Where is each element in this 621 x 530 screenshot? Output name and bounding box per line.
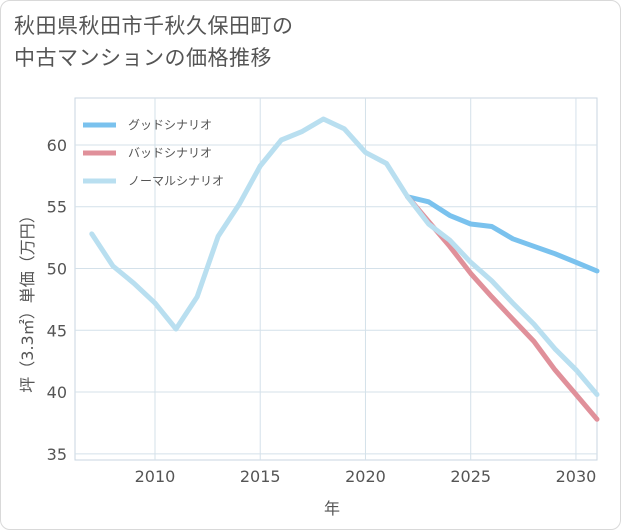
x-tick-label: 2020 xyxy=(345,467,386,486)
y-tick-label: 40 xyxy=(47,383,67,402)
legend-label-good: グッドシナリオ xyxy=(128,118,212,132)
y-tick-label: 45 xyxy=(47,321,67,340)
series-line-good xyxy=(405,194,600,274)
legend-label-bad: バッドシナリオ xyxy=(128,146,212,160)
legend-label-normal: ノーマルシナリオ xyxy=(128,174,224,188)
x-tick-label: 2010 xyxy=(135,467,176,486)
y-tick-label: 55 xyxy=(47,198,67,217)
y-tick-label: 35 xyxy=(47,445,67,464)
x-tick-label: 2015 xyxy=(240,467,281,486)
chart-title-line2: 中古マンションの価格推移 xyxy=(14,46,272,70)
x-tick-label: 2030 xyxy=(556,467,597,486)
chart-title: 秋田県秋田市千秋久保田町の 中古マンションの価格推移 xyxy=(14,10,294,74)
series-lines xyxy=(89,116,600,422)
tick-labels: 2010 2015 2020 2025 2030 35 40 45 50 55 60 xyxy=(47,136,597,486)
plot-frame xyxy=(74,97,598,461)
x-tick-label: 2025 xyxy=(450,467,491,486)
series-line-normal xyxy=(89,116,600,397)
y-axis-label: 坪（3.3㎡）単価（万円） xyxy=(18,207,37,392)
chart-title-line1: 秋田県秋田市千秋久保田町の xyxy=(14,14,294,38)
x-axis-label: 年 xyxy=(324,499,340,518)
grid-lines xyxy=(74,97,598,461)
y-tick-label: 50 xyxy=(47,259,67,278)
y-tick-label: 60 xyxy=(47,136,67,155)
